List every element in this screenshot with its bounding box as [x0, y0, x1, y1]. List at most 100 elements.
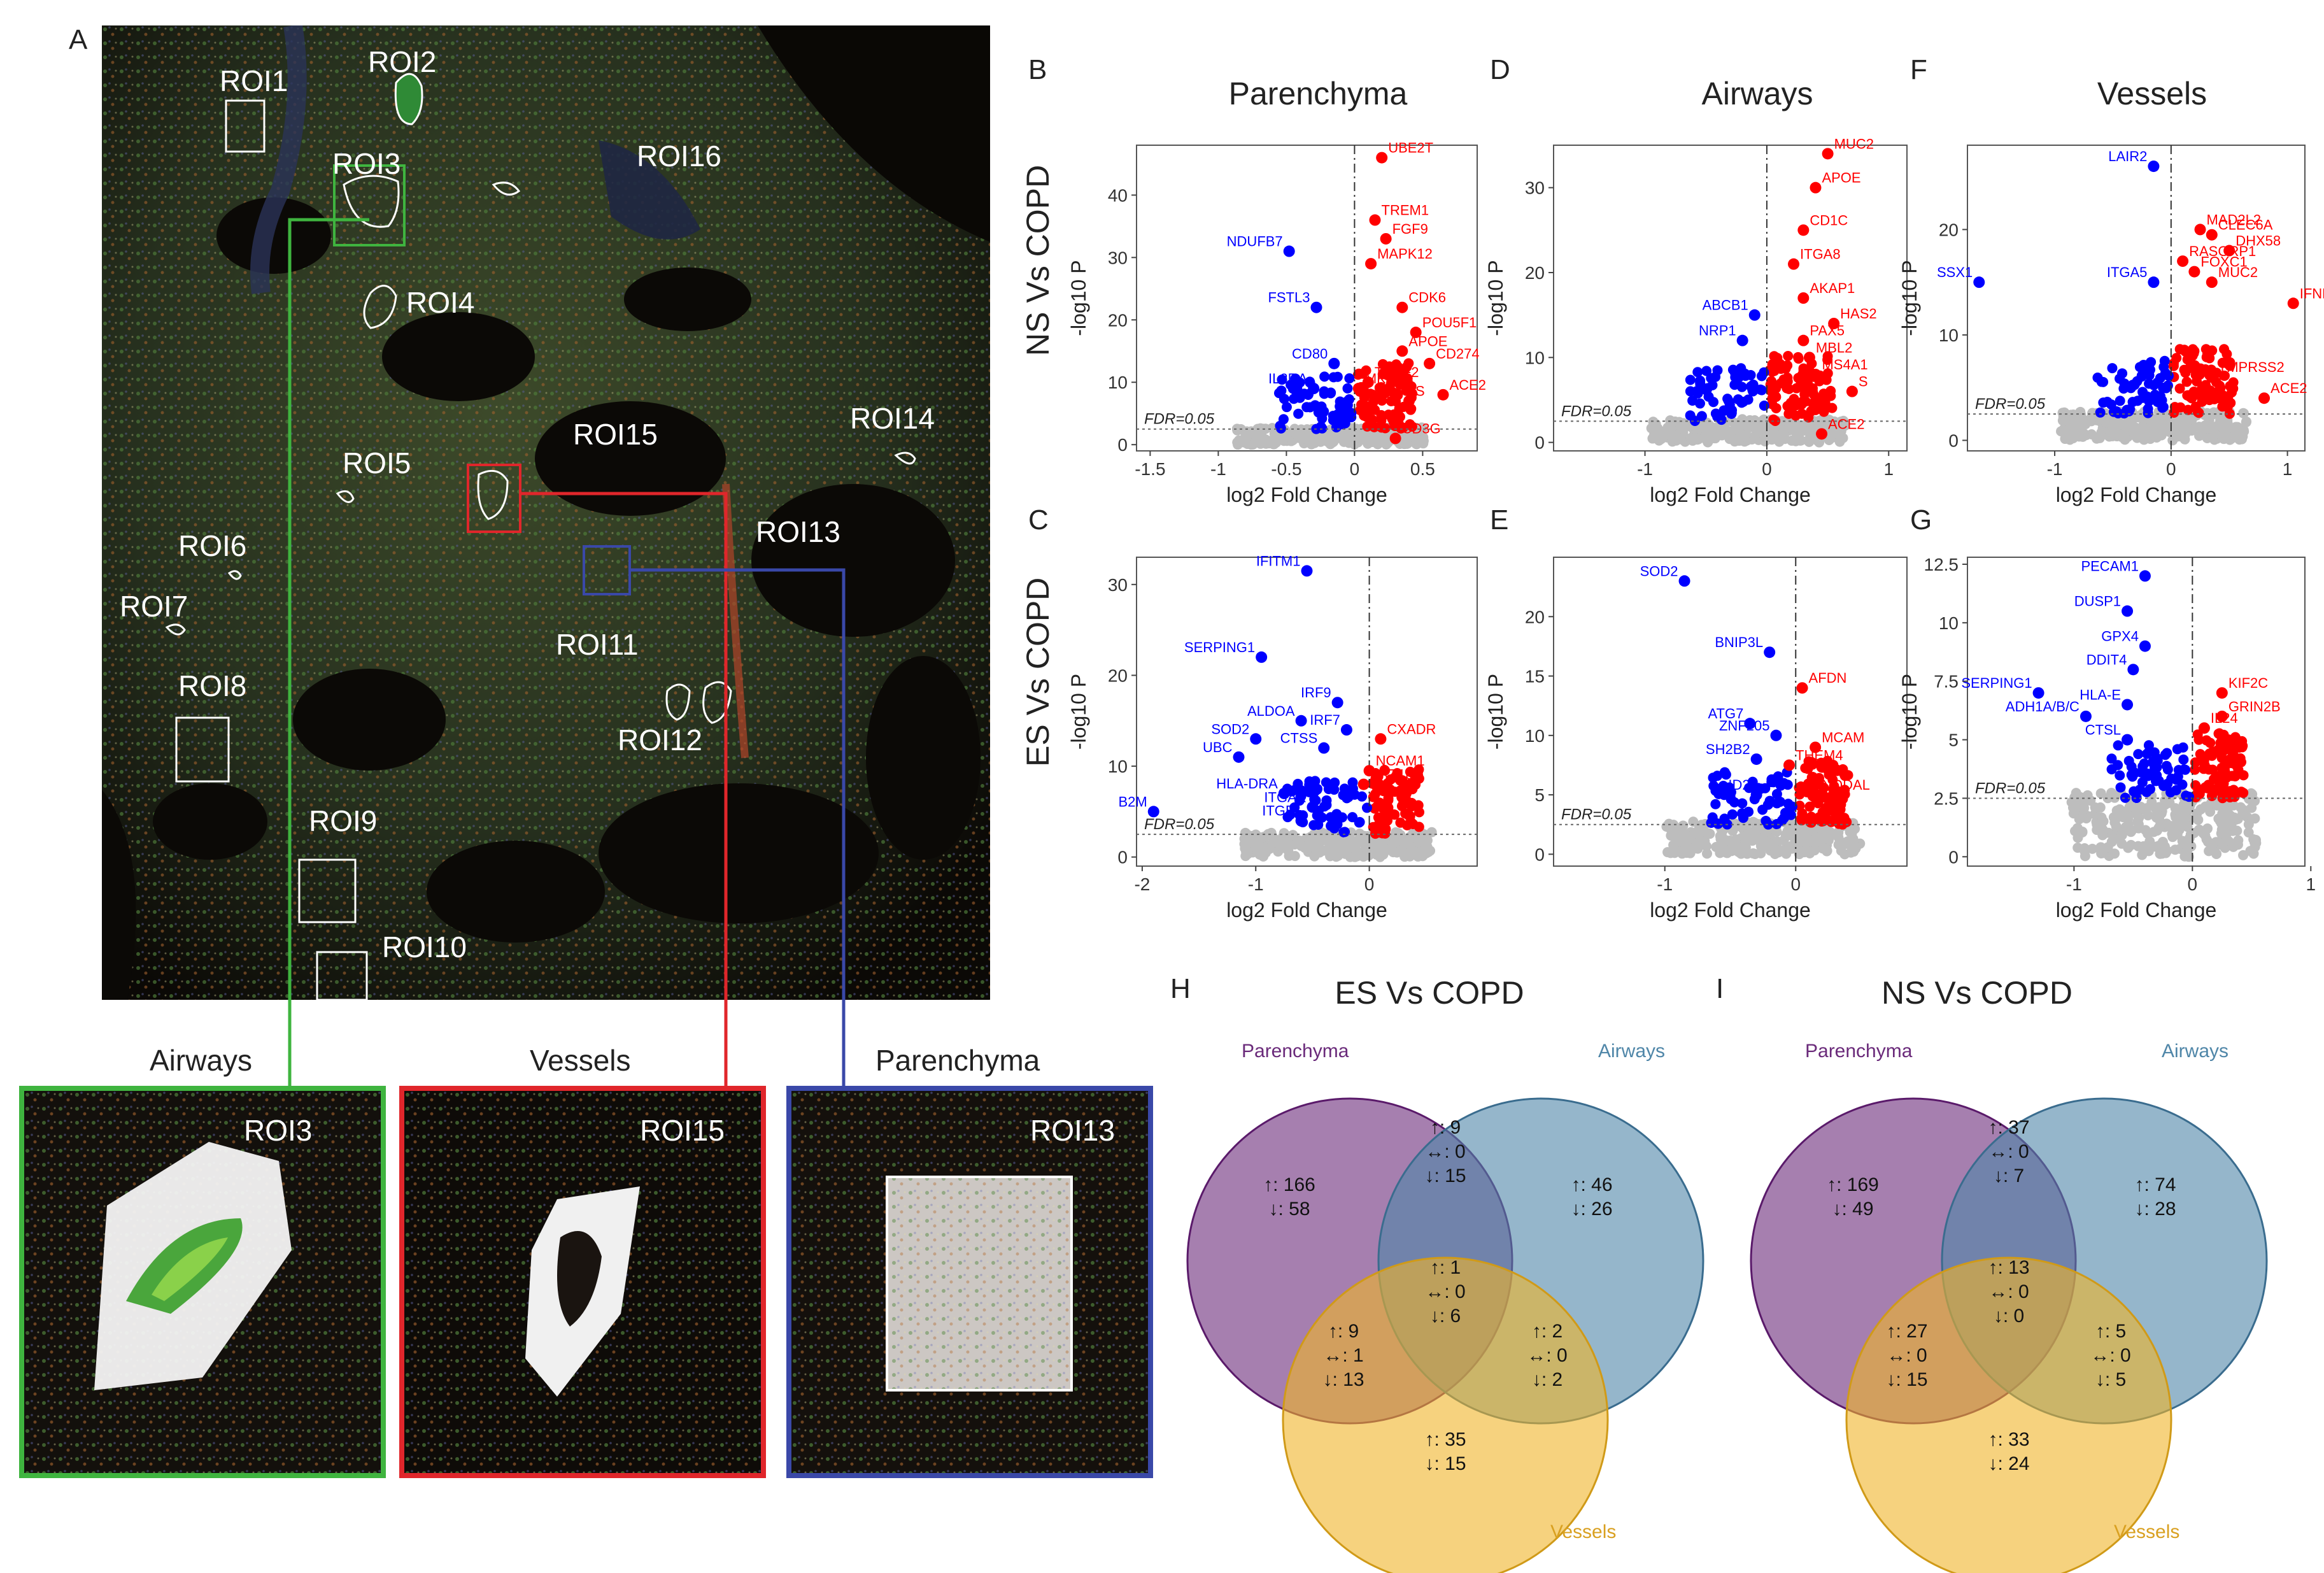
point-up — [2199, 388, 2210, 399]
point-down — [2141, 748, 2152, 759]
point-gene — [2139, 570, 2151, 582]
gene-label: NRP1 — [1699, 323, 1736, 339]
point-down — [1347, 812, 1358, 823]
venn-count-vessels-only: ↑: 33 — [1988, 1429, 2029, 1450]
point-down — [2148, 380, 2159, 390]
point-up — [1377, 359, 1388, 369]
point-down — [2102, 396, 2113, 407]
gene-label: MBL2 — [1816, 339, 1852, 355]
point-ns — [2212, 800, 2223, 811]
roi-label: ROI1 — [220, 64, 288, 97]
point-up — [1388, 417, 1399, 428]
point-down — [2178, 754, 2189, 765]
point-ns — [2243, 819, 2254, 830]
point-down — [1295, 792, 1306, 803]
venn-i: Parenchyma Airways Vessels ↑: 169 ↓: 49 ↑: 74… — [1750, 1041, 2268, 1573]
gene-label: KRT18 — [1370, 767, 1414, 783]
point-down — [1323, 784, 1334, 795]
point-gene — [1783, 759, 1795, 771]
x-tick-label: -2 — [1134, 874, 1150, 894]
point-up — [2204, 764, 2214, 775]
point-ns — [2241, 416, 2252, 427]
point-gene — [1328, 357, 1340, 369]
venn-title-h: ES Vs COPD — [1335, 975, 1524, 1011]
inset-title-parenchyma: Parenchyma — [875, 1044, 1040, 1077]
point-ns — [1755, 841, 1766, 851]
y-tick-label: 20 — [1525, 607, 1545, 627]
gene-label: FOXC1 — [2200, 254, 2247, 270]
point-down — [1695, 375, 1706, 386]
point-down — [1342, 383, 1353, 394]
gene-label: CD274 — [1436, 346, 1479, 362]
fdr-label: FDR=0.05 — [1144, 411, 1215, 428]
point-up — [2202, 348, 2213, 359]
point-ns — [1675, 433, 1686, 444]
point-up — [1399, 786, 1410, 797]
point-ns — [2071, 802, 2082, 813]
gene-label: SH2B2 — [1706, 741, 1750, 757]
point-ns — [1332, 850, 1343, 861]
point-ns — [2125, 418, 2136, 429]
point-ns — [1313, 841, 1324, 852]
gene-label: ID2 — [1728, 777, 1750, 793]
point-ns — [1347, 842, 1357, 853]
y-tick-label: 20 — [1525, 263, 1545, 283]
point-down — [2127, 771, 2138, 782]
point-gene — [1810, 369, 1822, 380]
point-ns — [2123, 814, 2134, 825]
point-up — [1766, 386, 1777, 397]
point-down — [1730, 368, 1741, 379]
point-down — [2181, 790, 2192, 801]
point-down — [1756, 385, 1767, 395]
point-up — [1389, 368, 1400, 379]
gene-label: CD1C — [1810, 212, 1848, 228]
y-axis-label: -log10 P — [1067, 260, 1090, 336]
point-down — [2143, 740, 2154, 751]
point-ns — [2195, 804, 2206, 815]
point-gene — [1396, 301, 1408, 313]
inset-roi-label: ROI13 — [1030, 1114, 1115, 1147]
venn-count-airways-only: ↑: 74 — [2134, 1174, 2176, 1195]
point-gene — [1828, 318, 1840, 329]
fdr-label: FDR=0.05 — [1561, 402, 1632, 420]
gene-label: HLA-E — [2080, 687, 2121, 702]
point-ns — [1787, 843, 1797, 854]
point-down — [1319, 371, 1330, 382]
volcano-plots: FDR=0.05 UBE2T TREM1 FGF9 MAPK12 NDUFB7 CDK6 FS… — [1067, 136, 2324, 922]
point-ns — [1736, 842, 1747, 853]
point-ns — [2064, 434, 2075, 445]
point-ns — [1240, 827, 1251, 838]
x-tick-label: 1 — [2306, 874, 2316, 894]
point-down — [1783, 799, 1794, 809]
point-down — [2165, 787, 2176, 798]
venn-count-par-air: ↓: 7 — [1994, 1165, 2024, 1186]
point-gene — [2139, 640, 2151, 652]
venn-count-all: ↔: 0 — [1425, 1281, 1465, 1302]
point-down — [2139, 365, 2150, 376]
point-ns — [2109, 848, 2120, 859]
point-up — [1796, 408, 1807, 419]
point-ns — [1418, 436, 1429, 446]
point-down — [2157, 395, 2167, 406]
point-gene — [1295, 815, 1307, 827]
point-ns — [1369, 837, 1380, 848]
gene-label: IL24 — [2211, 710, 2238, 726]
point-ns — [2167, 422, 2178, 432]
gene-label: THEM4 — [1796, 747, 1843, 763]
point-gene — [2206, 276, 2218, 288]
x-tick-label: 0 — [1790, 874, 1801, 894]
point-ns — [2170, 844, 2181, 855]
point-ns — [1423, 846, 1434, 857]
point-down — [1723, 395, 1734, 406]
point-ns — [1711, 841, 1722, 852]
y-tick-label: 10 — [1525, 348, 1545, 367]
venn-count-vessels-only: ↑: 35 — [1424, 1429, 1466, 1450]
point-ns — [1666, 847, 1676, 858]
point-up — [1405, 800, 1416, 811]
point-up — [2168, 358, 2179, 369]
gene-label: HAS2 — [1840, 306, 1876, 322]
x-tick-label: -1 — [1657, 874, 1673, 894]
y-tick-label: 20 — [1108, 666, 1128, 685]
roi-label: ROI12 — [618, 723, 702, 757]
